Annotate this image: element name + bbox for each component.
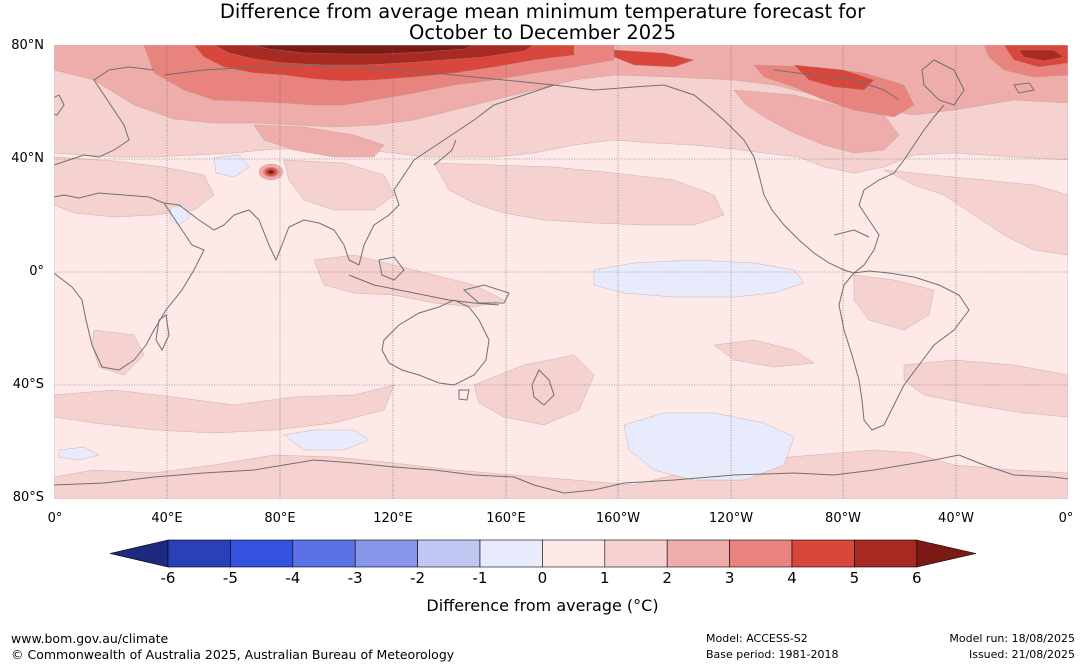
footer-base-period: Base period: 1981-2018 bbox=[706, 648, 839, 661]
footer-model-run: Model run: 18/08/2025 bbox=[949, 632, 1075, 645]
anomaly-zone-south-pacific-negative bbox=[623, 412, 795, 481]
colorbar-extend-low bbox=[109, 539, 169, 568]
madagascar-coastline bbox=[155, 314, 170, 352]
map-gridlines bbox=[54, 45, 1068, 499]
lon-label-40w: 40°W bbox=[938, 511, 974, 526]
lat-label-80n: 80°N bbox=[11, 38, 44, 53]
anomaly-zone-antarctic-coast-negative bbox=[58, 446, 100, 461]
greenland-coastline bbox=[921, 59, 965, 106]
anomaly-zone-southern-ocean-negative bbox=[283, 429, 370, 451]
footer-website: www.bom.gov.au/climate bbox=[11, 631, 169, 646]
lon-label-0-right: 0° bbox=[1058, 511, 1074, 526]
colorbar-segment bbox=[666, 539, 730, 568]
colorbar-tick-label: -4 bbox=[285, 569, 301, 587]
colorbar-tick-label: -3 bbox=[347, 569, 363, 587]
arctic-islands-coastline bbox=[773, 69, 900, 101]
antarctica-coastline bbox=[54, 454, 1068, 494]
lon-label-80w: 80°W bbox=[825, 511, 861, 526]
indonesia-coastline bbox=[348, 274, 500, 306]
colorbar-segment bbox=[729, 539, 793, 568]
colorbar-tick-label: -5 bbox=[222, 569, 238, 587]
siberia-coastline bbox=[163, 64, 665, 91]
colorbar-segment bbox=[479, 539, 543, 568]
colorbar-tick-label: 2 bbox=[662, 569, 672, 587]
anomaly-zone-tibet-negative bbox=[213, 154, 250, 178]
lon-label-120e: 120°E bbox=[373, 511, 413, 526]
colorbar-tick-label: 6 bbox=[912, 569, 922, 587]
colorbar-tick-label: 5 bbox=[849, 569, 860, 587]
anomaly-zone-arctic-6plus bbox=[253, 45, 475, 55]
lon-label-0-left: 0° bbox=[47, 511, 63, 526]
colorbar-tick-label: 0 bbox=[537, 569, 548, 587]
lat-label-40n: 40°N bbox=[11, 151, 44, 166]
lon-label-160e: 160°E bbox=[486, 511, 526, 526]
footer-copyright: © Commonwealth of Australia 2025, Austra… bbox=[11, 647, 455, 662]
anomaly-zone-canada-2-3 bbox=[733, 89, 900, 154]
colorbar-segment bbox=[230, 539, 294, 568]
tasmania-coastline bbox=[458, 389, 470, 401]
africa-coastline bbox=[54, 192, 205, 371]
colorbar-segment bbox=[354, 539, 418, 568]
colorbar-tick-label: 3 bbox=[724, 569, 735, 587]
lon-label-80e: 80°E bbox=[264, 511, 296, 526]
colorbar-tick-label: -2 bbox=[410, 569, 426, 587]
anomaly-zone-south-america-1-2 bbox=[853, 274, 935, 331]
colorbar-segment bbox=[417, 539, 481, 568]
colorbar-segment bbox=[791, 539, 855, 568]
anomaly-zone-india-1-2 bbox=[283, 159, 395, 211]
map-title-line-1: Difference from average mean minimum tem… bbox=[219, 0, 866, 23]
colorbar-segment bbox=[604, 539, 668, 568]
europe-coastline bbox=[54, 66, 155, 166]
colorbar-tick-label: -1 bbox=[472, 569, 488, 587]
australia-coastline bbox=[381, 299, 490, 386]
north-america-east-coastline bbox=[853, 104, 945, 274]
north-america-coastline bbox=[663, 84, 855, 274]
east-asia-coastline bbox=[358, 84, 555, 266]
anomaly-zone-sahara-1-2 bbox=[54, 156, 215, 218]
anomaly-zone-hotspot-6plus bbox=[267, 169, 275, 175]
footer-model: Model: ACCESS-S2 bbox=[706, 632, 808, 645]
lat-label-equator: 0° bbox=[29, 264, 44, 279]
india-coastline bbox=[233, 209, 360, 266]
lat-label-80s: 80°S bbox=[12, 490, 44, 505]
uk-coastline bbox=[54, 94, 65, 116]
borneo-coastline bbox=[378, 256, 405, 281]
new-guinea-coastline bbox=[462, 284, 510, 304]
colorbar-segment bbox=[854, 539, 918, 568]
map-title-line-2: October to December 2025 bbox=[409, 21, 676, 44]
japan-coastline bbox=[433, 139, 457, 166]
colorbar-label: Difference from average (°C) bbox=[426, 596, 659, 615]
anomaly-zone-tasman-1-2 bbox=[473, 354, 595, 426]
anomaly-zone-beaufort-4-5 bbox=[613, 49, 695, 68]
lat-label-40s: 40°S bbox=[12, 377, 44, 392]
lon-label-160w: 160°W bbox=[595, 511, 641, 526]
colorbar-segments bbox=[109, 539, 977, 568]
caribbean-coastline bbox=[833, 229, 870, 238]
footer-issued: Issued: 21/08/2025 bbox=[968, 648, 1075, 661]
anomaly-zone-south-indian-1-2 bbox=[54, 384, 395, 434]
colorbar-segment bbox=[167, 539, 231, 568]
temperature-anomaly-map bbox=[54, 45, 1068, 499]
anomaly-zone-greenland-sea-5-6 bbox=[1018, 49, 1065, 62]
arabia-coastline bbox=[163, 202, 235, 231]
iceland-coastline bbox=[1013, 82, 1035, 94]
anomaly-zone-central-asia-2-3 bbox=[253, 124, 385, 158]
anomaly-zone-antarctic-1-2 bbox=[54, 449, 1068, 499]
colorbar-segment bbox=[542, 539, 606, 568]
anomaly-zone-south-pacific-1-2 bbox=[713, 339, 815, 368]
anomaly-zone-north-pacific-1-2 bbox=[433, 162, 725, 226]
colorbar-extend-high bbox=[916, 539, 977, 568]
colorbar-tick-label: 1 bbox=[600, 569, 610, 587]
colorbar-tick-label: 4 bbox=[787, 569, 797, 587]
lon-label-120w: 120°W bbox=[708, 511, 754, 526]
anomaly-zone-north-atlantic-1-2 bbox=[883, 169, 1068, 256]
colorbar-segment bbox=[292, 539, 356, 568]
anomaly-zone-equatorial-pacific-negative bbox=[593, 259, 805, 298]
south-america-coastline bbox=[838, 270, 970, 431]
colorbar-tick-label: -6 bbox=[160, 569, 176, 587]
coastlines bbox=[54, 59, 1068, 494]
anomaly-zone-south-atlantic-1-2 bbox=[903, 359, 1068, 418]
lon-label-40e: 40°E bbox=[151, 511, 183, 526]
